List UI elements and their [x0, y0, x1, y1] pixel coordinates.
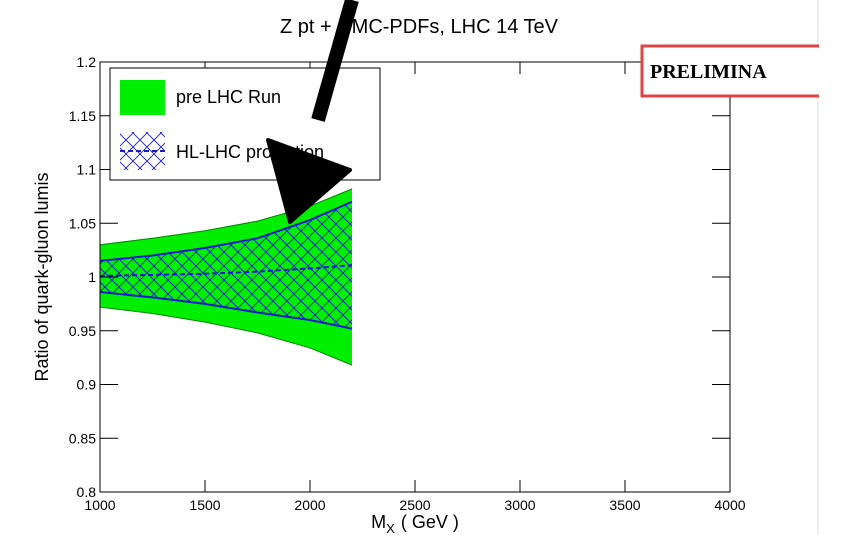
- legend-swatch: [120, 80, 165, 115]
- legend-label: pre LHC Run: [176, 87, 281, 107]
- y-tick-label: 0.85: [69, 430, 96, 446]
- chart-title: Z pt + CMC-PDFs, LHC 14 TeV: [280, 16, 559, 38]
- y-axis-label: Ratio of quark-gluon lumis: [32, 172, 52, 381]
- stamp: PRELIMINA: [640, 44, 844, 98]
- x-tick-label: 2500: [399, 497, 430, 513]
- y-tick-label: 1: [88, 269, 96, 285]
- x-tick-label: 1500: [189, 497, 220, 513]
- x-label-symbol: M: [371, 512, 386, 532]
- y-tick-label: 1.1: [77, 162, 97, 178]
- legend: pre LHC Run HL-LHC projection: [109, 67, 381, 181]
- y-tick-label: 1.2: [77, 54, 97, 70]
- stamp-text: PRELIMINA: [650, 61, 767, 83]
- y-tick-label: 0.9: [77, 377, 97, 393]
- edge-cover: [819, 0, 846, 535]
- arrow-shaft: [311, 0, 359, 122]
- central-line: [99, 264, 353, 277]
- legend-swatch: [120, 132, 165, 170]
- stamp-box: [640, 44, 844, 98]
- band-edge: [99, 306, 353, 366]
- x-tick-label: 1000: [84, 497, 115, 513]
- x-tick-label: 3500: [609, 497, 640, 513]
- plot-area: 1000 1500 2000 2500 3000 3500 4000 0.8 0.85 0.9 0.…: [69, 54, 746, 513]
- x-tick-label: 2000: [294, 497, 325, 513]
- y-tick-label: 0.95: [69, 323, 96, 339]
- x-axis-label: MX ( GeV ): [371, 512, 459, 535]
- x-tick-label: 4000: [714, 497, 745, 513]
- annotation-arrow: [266, 0, 359, 224]
- x-label-subscript: X: [386, 521, 395, 535]
- band-edge: [99, 200, 353, 262]
- x-tick-label: 3000: [504, 497, 535, 513]
- band-edge: [99, 291, 353, 330]
- y-tick-label: 0.8: [77, 484, 97, 500]
- hatched-band: [100, 201, 352, 329]
- y-tick-label: 1.05: [69, 215, 96, 231]
- frame: [99, 61, 731, 493]
- band-edge: [99, 188, 353, 246]
- x-label-unit: ( GeV ): [401, 512, 459, 532]
- arrow-head: [266, 138, 352, 224]
- y-tick-label: 1.15: [69, 108, 96, 124]
